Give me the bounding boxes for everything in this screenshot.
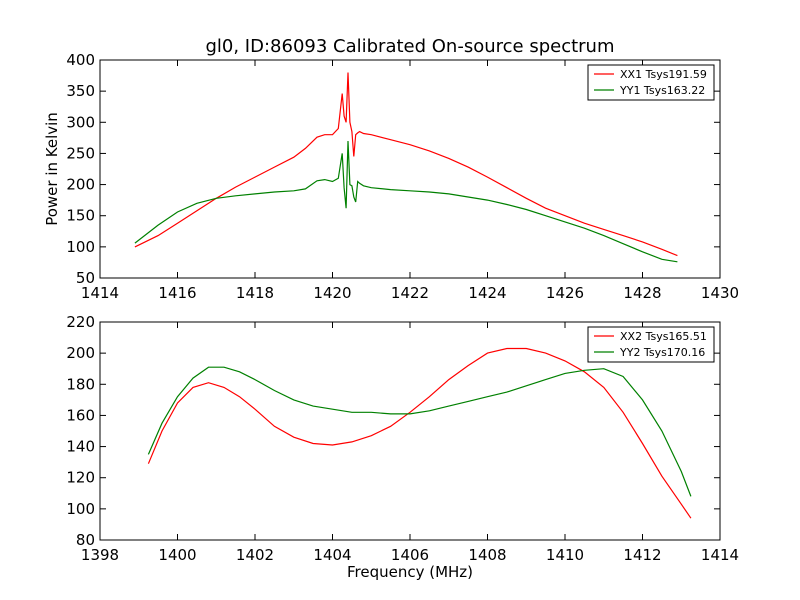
x-tick-label: 1410 bbox=[546, 546, 584, 564]
y-tick-label: 300 bbox=[66, 113, 95, 131]
y-tick-label: 50 bbox=[76, 269, 95, 287]
y-tick-label: 140 bbox=[66, 438, 95, 456]
series-line-bottom-xx bbox=[147, 347, 692, 519]
x-tick-label: 1414 bbox=[81, 284, 119, 302]
series-line-bottom-yy bbox=[147, 366, 692, 497]
y-tick-label: 100 bbox=[66, 238, 95, 256]
x-tick-label: 1412 bbox=[623, 546, 661, 564]
x-tick-label: 1424 bbox=[468, 284, 506, 302]
series-line-top-xx bbox=[134, 72, 678, 257]
y-tick-label: 200 bbox=[66, 176, 95, 194]
x-tick-label: 1408 bbox=[468, 546, 506, 564]
y-tick-label: 350 bbox=[66, 82, 95, 100]
series-layer-top bbox=[134, 72, 678, 263]
y-tick-label: 80 bbox=[76, 531, 95, 549]
x-tick-label: 1400 bbox=[158, 546, 196, 564]
legend-label-yy2: YY2 Tsys170.16 bbox=[619, 346, 705, 359]
legend-label-xx1: XX1 Tsys191.59 bbox=[620, 68, 707, 81]
chart-panel-bottom: 1398 1400 1402 1404 1406 1408 1410 1412 1414 80 10… bbox=[66, 313, 739, 581]
series-layer-bottom bbox=[147, 347, 692, 519]
legend-box-bottom bbox=[587, 326, 715, 363]
legend-label-xx2: XX2 Tsys165.51 bbox=[620, 330, 707, 343]
x-tick-label: 1398 bbox=[81, 546, 119, 564]
x-tick-label: 1420 bbox=[313, 284, 351, 302]
x-tick-label: 1416 bbox=[158, 284, 196, 302]
chart-title: gl0, ID:86093 Calibrated On-source spect… bbox=[205, 36, 614, 57]
legend-top: XX1 Tsys191.59 YY1 Tsys163.22 bbox=[587, 64, 715, 101]
chart-panel-top: 1414 1416 1418 1420 1422 1424 1426 1428 1430 50 10… bbox=[43, 51, 739, 302]
y-tick-label: 100 bbox=[66, 500, 95, 518]
y-tick-label: 120 bbox=[66, 469, 95, 487]
y-tick-label: 400 bbox=[66, 51, 95, 69]
legend-bottom: XX2 Tsys165.51 YY2 Tsys170.16 bbox=[587, 326, 715, 363]
y-tick-label: 150 bbox=[66, 207, 95, 225]
x-tick-label: 1414 bbox=[701, 546, 739, 564]
y-tick-label: 250 bbox=[66, 144, 95, 162]
x-tick-label: 1430 bbox=[701, 284, 739, 302]
x-tick-label: 1404 bbox=[313, 546, 351, 564]
x-tick-label: 1426 bbox=[546, 284, 584, 302]
y-tick-label: 180 bbox=[66, 375, 95, 393]
y-axis-label-top: Power in Kelvin bbox=[43, 112, 61, 226]
y-tick-label: 200 bbox=[66, 344, 95, 362]
x-tick-label: 1418 bbox=[236, 284, 274, 302]
x-axis-label-bottom: Frequency (MHz) bbox=[347, 563, 473, 581]
x-tick-label: 1422 bbox=[391, 284, 429, 302]
y-tick-label: 160 bbox=[66, 406, 95, 424]
series-line-top-yy bbox=[134, 140, 678, 263]
legend-label-yy1: YY1 Tsys163.22 bbox=[619, 84, 705, 97]
tick-layer-bottom: 1398 1400 1402 1404 1406 1408 1410 1412 1414 80 10… bbox=[66, 313, 739, 564]
x-tick-label: 1406 bbox=[391, 546, 429, 564]
y-tick-label: 220 bbox=[66, 313, 95, 331]
tick-layer-top: 1414 1416 1418 1420 1422 1424 1426 1428 1430 50 10… bbox=[66, 51, 739, 302]
legend-box-top bbox=[587, 64, 715, 101]
x-tick-label: 1428 bbox=[623, 284, 661, 302]
x-tick-label: 1402 bbox=[236, 546, 274, 564]
